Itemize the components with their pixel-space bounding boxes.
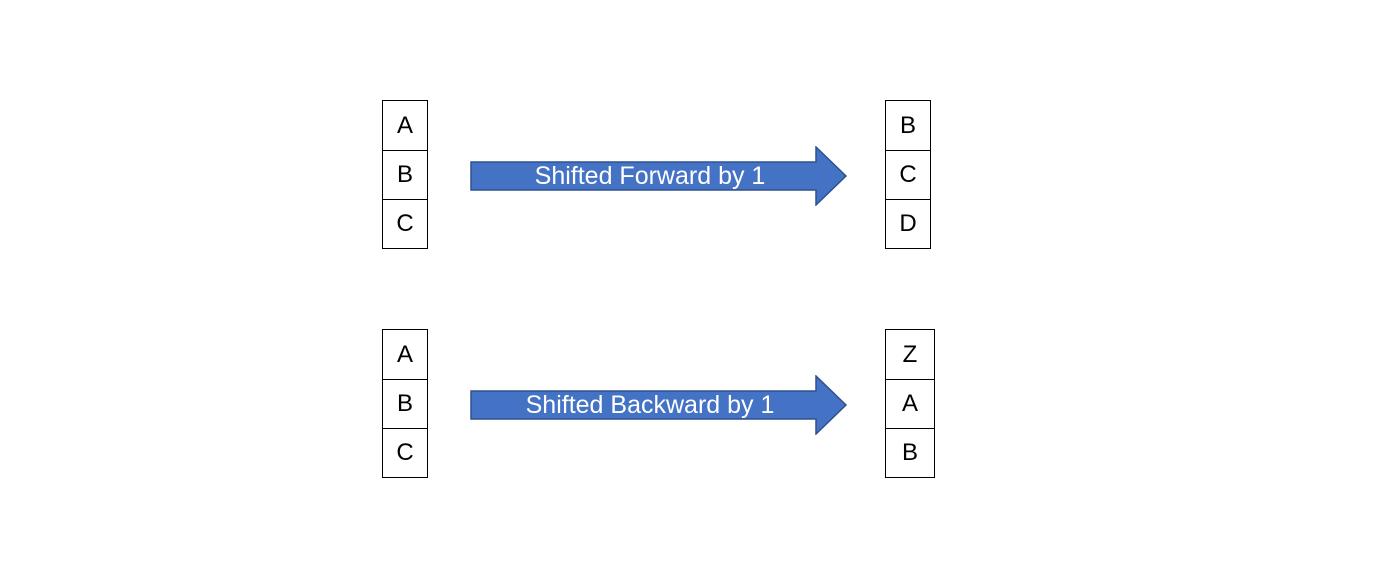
backward-arrow-icon: [470, 375, 848, 435]
backward-input-cell: C: [383, 428, 427, 477]
backward-shift-row: A B C Shifted Backward by 1 Z A B: [0, 329, 1400, 479]
backward-output-cell: B: [886, 428, 934, 477]
forward-input-column: A B C: [382, 100, 428, 249]
forward-input-cell: A: [396, 111, 413, 139]
forward-input-cell: B: [383, 150, 427, 199]
forward-input-cell: C: [383, 199, 427, 248]
forward-output-cell: D: [886, 199, 930, 248]
forward-shift-row: A B C Shifted Forward by 1 B C D: [0, 100, 1400, 250]
forward-output-cell: C: [886, 150, 930, 199]
forward-output-column: B C D: [885, 100, 931, 249]
backward-output-column: Z A B: [885, 329, 935, 478]
forward-arrow: Shifted Forward by 1: [470, 146, 848, 206]
backward-arrow: Shifted Backward by 1: [470, 375, 848, 435]
forward-arrow-label: Shifted Forward by 1: [534, 161, 766, 190]
backward-input-cell: A: [396, 340, 413, 368]
forward-output-cell: B: [899, 111, 916, 139]
backward-input-column: A B C: [382, 329, 428, 478]
forward-arrow-icon: [470, 146, 848, 206]
backward-input-cell: B: [383, 379, 427, 428]
backward-output-cell: Z: [902, 340, 918, 368]
backward-arrow-label: Shifted Backward by 1: [525, 390, 775, 419]
backward-output-cell: A: [886, 379, 934, 428]
